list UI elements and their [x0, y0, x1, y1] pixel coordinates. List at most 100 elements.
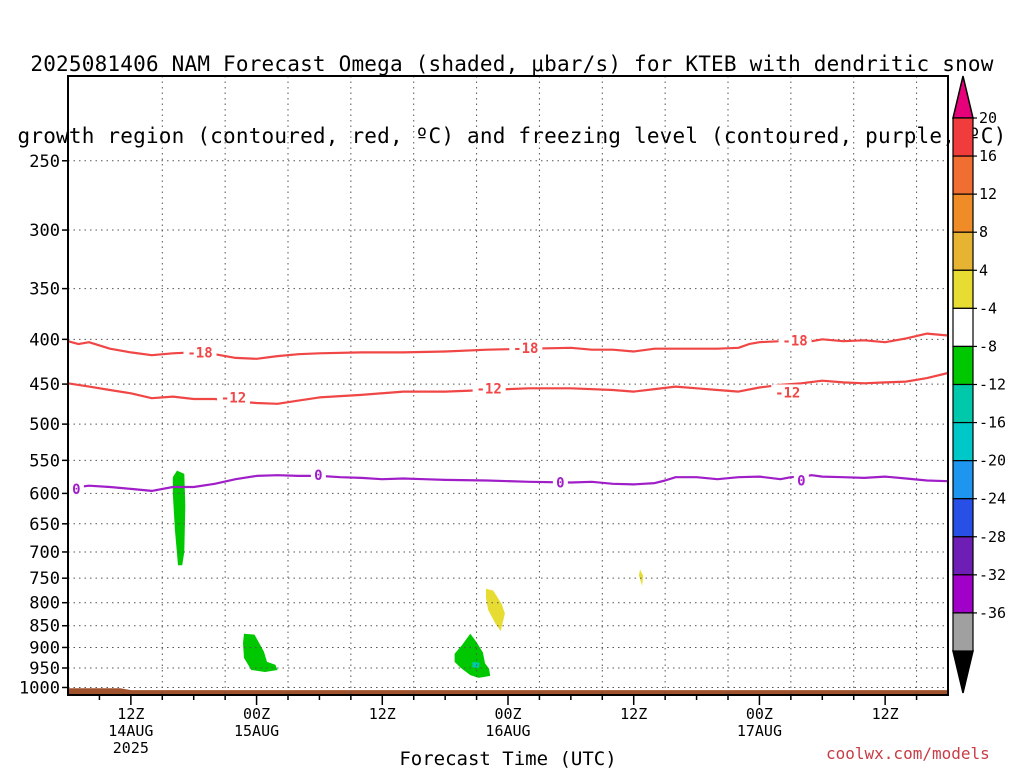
y-tick-label-600: 600: [29, 484, 60, 504]
colorbar-label-4: 4: [979, 261, 988, 279]
colorbar-label-9: -20: [979, 452, 1006, 470]
y-tick-label-250: 250: [29, 152, 60, 172]
colorbar-swatch-4: [952, 269, 974, 309]
contour-label-bg--12-0: [217, 389, 251, 406]
contour-label--12-2: -12: [775, 385, 800, 401]
colorbar-swatch-6: [952, 345, 974, 386]
colorbar-swatch-5: [952, 307, 974, 348]
chart-title-line-2: growth region (contoured, red, ºC) and f…: [17, 124, 1007, 148]
contour-label-bg--12-1: [472, 380, 506, 397]
contour-label-bg-0-2: [552, 474, 568, 491]
y-tick-label-800: 800: [29, 594, 60, 614]
contour-label--12-0: -12: [221, 390, 246, 406]
x-axis-title: Forecast Time (UTC): [399, 748, 616, 768]
colorbar-label-5: -4: [979, 299, 997, 317]
omega-region-5: [639, 569, 644, 586]
y-axis: 2503003504004505005506006507007508008509…: [19, 152, 68, 698]
y-tick-label-950: 950: [29, 659, 60, 679]
x-tick-label-12: 12Z: [117, 705, 144, 723]
grid-layer: [68, 76, 948, 695]
colorbar-swatch-2: [952, 193, 974, 233]
contour-label--12-1: -12: [476, 381, 501, 397]
omega-region-2: [454, 633, 491, 678]
colorbar-swatch-9: [952, 460, 974, 500]
plot-frame: [67, 75, 949, 696]
omega-region-1: [243, 633, 278, 672]
colorbar-label-1: 16: [979, 147, 997, 165]
contour-line--18: [67, 332, 949, 360]
contour-label-bg-0-1: [310, 467, 326, 484]
contour-label--18-2: -18: [782, 333, 807, 349]
contour-label-0-1: 0: [314, 468, 322, 484]
contour-label-bg--18-2: [778, 332, 812, 349]
x-tick-label-72: 00Z: [746, 705, 773, 723]
omega-shading-layer: [68, 470, 948, 696]
x-tick-date-48: 16AUG: [485, 722, 530, 740]
colorbar-swatch-10: [952, 498, 974, 538]
x-tick-date-72: 17AUG: [737, 722, 782, 740]
colorbar-label-10: -24: [979, 490, 1006, 508]
contour-label-bg--12-2: [771, 384, 805, 401]
y-tick-label-750: 750: [29, 569, 60, 589]
colorbar-label-13: -36: [979, 604, 1006, 622]
y-tick-label-500: 500: [29, 415, 60, 435]
colorbar-label-0: 20: [979, 109, 997, 127]
y-tick-label-550: 550: [29, 451, 60, 471]
colorbar-label-2: 12: [979, 185, 997, 203]
colorbar: 20 16 12 8 4 -4 -8 -12 -16 -20 -24 -28 -32 -36: [952, 75, 1006, 694]
colorbar-swatch-0: [952, 117, 974, 157]
colorbar-swatch-11: [952, 536, 974, 576]
y-tick-label-400: 400: [29, 330, 60, 350]
y-tick-label-350: 350: [29, 280, 60, 300]
y-tick-label-650: 650: [29, 515, 60, 535]
contour-label-bg--18-0: [183, 344, 217, 361]
x-tick-label-60: 12Z: [620, 705, 647, 723]
contour-label-0-3: 0: [797, 474, 805, 490]
y-tick-label-300: 300: [29, 221, 60, 241]
colorbar-label-11: -28: [979, 528, 1006, 546]
colorbar-swatch-12: [952, 574, 974, 614]
colorbar-under-arrow: [952, 650, 974, 694]
omega-region-3: [472, 661, 480, 668]
x-tick-label-24: 00Z: [243, 705, 270, 723]
contour-layer: -18 -18 -18 -12 -12 -12 0 0 0 0: [67, 332, 949, 498]
omega-region-0: [172, 470, 186, 566]
y-tick-label-850: 850: [29, 617, 60, 637]
colorbar-label-3: 8: [979, 223, 988, 241]
chart-title-line-1: 2025081406 NAM Forecast Omega (shaded, μ…: [30, 52, 994, 76]
contour-label-0-0: 0: [72, 482, 80, 498]
y-tick-label-700: 700: [29, 543, 60, 563]
colorbar-label-6: -8: [979, 337, 997, 355]
x-tick-year-12: 2025: [113, 739, 149, 757]
x-tick-label-36: 12Z: [369, 705, 396, 723]
contour-line--12: [67, 371, 949, 405]
chart-title: 2025081406 NAM Forecast Omega (shaded, μ…: [0, 4, 1024, 172]
x-tick-date-12: 14AUG: [108, 722, 153, 740]
colorbar-label-7: -12: [979, 376, 1006, 394]
contour-label-bg-0-0: [68, 480, 84, 497]
y-tick-label-450: 450: [29, 375, 60, 395]
y-tick-label-900: 900: [29, 638, 60, 658]
colorbar-label-12: -32: [979, 566, 1006, 584]
contour-label--18-0: -18: [187, 345, 212, 361]
colorbar-over-arrow: [952, 75, 974, 119]
colorbar-swatch-3: [952, 231, 974, 271]
colorbar-swatch-7: [952, 383, 974, 424]
x-tick-label-48: 00Z: [494, 705, 521, 723]
contour-label--18-1: -18: [513, 341, 538, 357]
contour-label-bg--18-1: [509, 339, 543, 356]
watermark: coolwx.com/models: [826, 744, 990, 763]
y-tick-label-1000: 1000: [19, 678, 60, 698]
omega-region-4: [486, 588, 505, 632]
contour-label-bg-0-3: [793, 472, 809, 489]
contour-line-0: [67, 474, 949, 492]
terrain-fill: [68, 688, 948, 696]
colorbar-label-8: -16: [979, 414, 1006, 432]
contour-label-0-2: 0: [556, 475, 564, 491]
colorbar-swatch-8: [952, 421, 974, 462]
x-tick-date-24: 15AUG: [234, 722, 279, 740]
colorbar-swatch-1: [952, 155, 974, 195]
colorbar-swatch-13: [952, 612, 974, 652]
